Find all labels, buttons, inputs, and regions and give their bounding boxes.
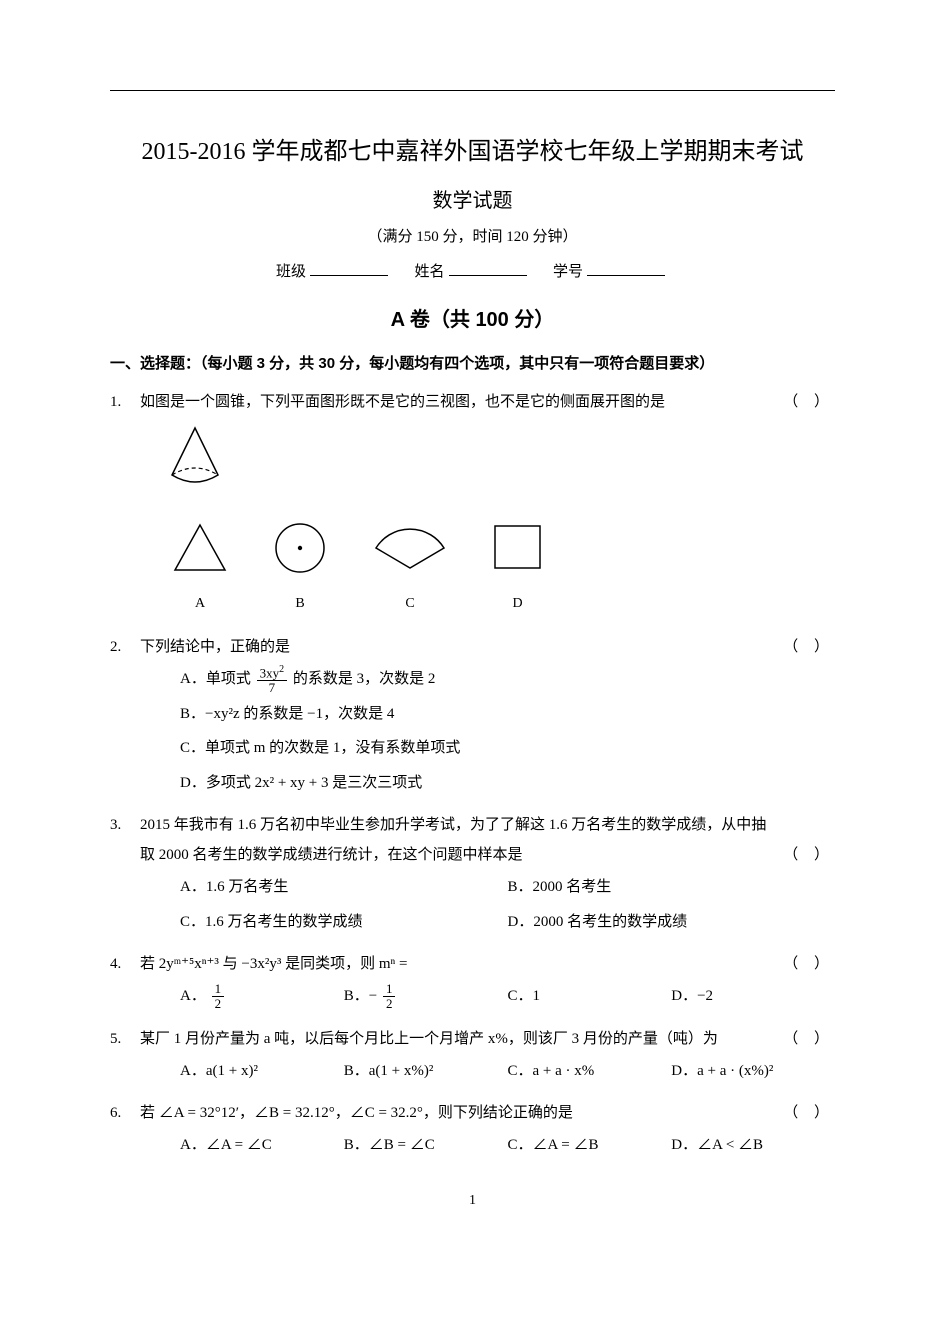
q2-a-fraction: 3xy2 7 xyxy=(257,664,288,696)
q2-option-a: A．单项式 3xy2 7 的系数是 3，次数是 2 xyxy=(180,662,835,697)
exam-page: 2015-2016 学年成都七中嘉祥外国语学校七年级上学期期末考试 数学试题 （… xyxy=(0,0,945,1249)
exam-subtitle: 数学试题 xyxy=(110,184,835,213)
q3-number: 3. xyxy=(110,810,140,939)
class-label: 班级 xyxy=(276,264,306,280)
student-info-line: 班级 姓名 学号 xyxy=(110,260,835,281)
q1-option-b: B xyxy=(270,520,330,618)
q4-option-a: A． 1 2 xyxy=(180,979,344,1014)
q4-paren: （ ） xyxy=(771,949,835,979)
question-5: 5. 某厂 1 月份产量为 a 吨，以后每个月比上一个月增产 x%，则该厂 3 … xyxy=(110,1024,835,1089)
q4-b-den: 2 xyxy=(383,997,396,1011)
q2-stem: 下列结论中，正确的是 xyxy=(140,632,290,662)
q1-option-a: A xyxy=(170,520,230,618)
q1-option-d: D xyxy=(490,520,545,618)
class-blank[interactable] xyxy=(310,260,388,276)
name-blank[interactable] xyxy=(449,260,527,276)
q2-option-d: D．多项式 2x² + xy + 3 是三次三项式 xyxy=(180,766,835,801)
top-rule xyxy=(110,90,835,91)
square-icon xyxy=(490,520,545,575)
question-4: 4. 若 2yᵐ⁺⁵xⁿ⁺³ 与 −3x²y³ 是同类项，则 mⁿ = （ ） … xyxy=(110,949,835,1014)
q6-paren: （ ） xyxy=(771,1098,835,1128)
q4-option-c: C．1 xyxy=(508,979,672,1014)
q6-stem: 若 ∠A = 32°12′，∠B = 32.12°，∠C = 32.2°，则下列… xyxy=(140,1098,573,1128)
q6-option-d: D．∠A < ∠B xyxy=(671,1128,835,1163)
exam-title: 2015-2016 学年成都七中嘉祥外国语学校七年级上学期期末考试 xyxy=(110,131,835,166)
q4-option-d: D．−2 xyxy=(671,979,835,1014)
circle-dot-icon xyxy=(270,520,330,575)
q1-number: 1. xyxy=(110,387,140,622)
q1-paren: （ ） xyxy=(771,387,835,417)
q1-label-c: C xyxy=(370,590,450,618)
triangle-icon xyxy=(170,520,230,575)
q2-number: 2. xyxy=(110,632,140,800)
q4-a-den: 2 xyxy=(212,997,225,1011)
q4-b-num: 1 xyxy=(383,982,396,997)
question-2: 2. 下列结论中，正确的是 （ ） A．单项式 3xy2 7 的系数是 3，次数… xyxy=(110,632,835,800)
section-1-heading: 一、选择题：（每小题 3 分，共 30 分，每小题均有四个选项，其中只有一项符合… xyxy=(110,352,835,373)
q3-option-d: D．2000 名考生的数学成绩 xyxy=(508,905,836,940)
q2-option-c: C．单项式 m 的次数是 1，没有系数单项式 xyxy=(180,731,835,766)
q1-option-c: C xyxy=(370,520,450,618)
q1-stem-figure xyxy=(140,417,835,510)
q5-option-b: B．a(1 + x%)² xyxy=(344,1054,508,1089)
id-blank[interactable] xyxy=(587,260,665,276)
q4-stem: 若 2yᵐ⁺⁵xⁿ⁺³ 与 −3x²y³ 是同类项，则 mⁿ = xyxy=(140,949,407,979)
q3-option-b: B．2000 名考生 xyxy=(508,870,836,905)
q4-a-pre: A． xyxy=(180,988,206,1004)
q4-b-pre: B．− xyxy=(344,988,377,1004)
page-number: 1 xyxy=(110,1193,835,1209)
q1-options-figures: A B C xyxy=(140,510,835,622)
q3-stem-line2: 取 2000 名考生的数学成绩进行统计，在这个问题中样本是 xyxy=(140,840,523,870)
q6-number: 6. xyxy=(110,1098,140,1163)
q3-option-c: C．1.6 万名考生的数学成绩 xyxy=(180,905,508,940)
q5-option-d: D．a + a · (x%)² xyxy=(671,1054,835,1089)
id-label: 学号 xyxy=(553,264,583,280)
q1-label-a: A xyxy=(170,590,230,618)
q6-option-c: C．∠A = ∠B xyxy=(508,1128,672,1163)
cone-icon xyxy=(160,423,230,493)
q1-stem: 如图是一个圆锥，下列平面图形既不是它的三视图，也不是它的侧面展开图的是 xyxy=(140,387,665,417)
name-label: 姓名 xyxy=(414,264,444,280)
q4-option-b: B．− 1 2 xyxy=(344,979,508,1014)
q5-option-a: A．a(1 + x)² xyxy=(180,1054,344,1089)
q6-option-a: A．∠A = ∠C xyxy=(180,1128,344,1163)
q2-a-den: 7 xyxy=(257,681,288,695)
section-a-heading: A 卷（共 100 分） xyxy=(110,303,835,332)
question-6: 6. 若 ∠A = 32°12′，∠B = 32.12°，∠C = 32.2°，… xyxy=(110,1098,835,1163)
q1-label-b: B xyxy=(270,590,330,618)
q2-a-num: 3xy xyxy=(260,665,280,680)
q3-paren: （ ） xyxy=(771,840,835,870)
question-3: 3. 2015 年我市有 1.6 万名初中毕业生参加升学考试，为了了解这 1.6… xyxy=(110,810,835,939)
q3-stem-line1: 2015 年我市有 1.6 万名初中毕业生参加升学考试，为了了解这 1.6 万名… xyxy=(140,810,835,840)
q2-option-b: B．−xy²z 的系数是 −1，次数是 4 xyxy=(180,697,835,732)
exam-meta: （满分 150 分，时间 120 分钟） xyxy=(110,225,835,246)
q2-paren: （ ） xyxy=(771,632,835,662)
q6-option-b: B．∠B = ∠C xyxy=(344,1128,508,1163)
q5-paren: （ ） xyxy=(771,1024,835,1054)
q2-a-pre: A．单项式 xyxy=(180,671,251,687)
q4-a-fraction: 1 2 xyxy=(212,982,225,1012)
q5-number: 5. xyxy=(110,1024,140,1089)
question-1: 1. 如图是一个圆锥，下列平面图形既不是它的三视图，也不是它的侧面展开图的是 （… xyxy=(110,387,835,622)
q1-label-d: D xyxy=(490,590,545,618)
q4-number: 4. xyxy=(110,949,140,1014)
sector-icon xyxy=(370,520,450,575)
q5-stem: 某厂 1 月份产量为 a 吨，以后每个月比上一个月增产 x%，则该厂 3 月份的… xyxy=(140,1024,718,1054)
q5-option-c: C．a + a · x% xyxy=(508,1054,672,1089)
q4-b-fraction: 1 2 xyxy=(383,982,396,1012)
q3-option-a: A．1.6 万名考生 xyxy=(180,870,508,905)
q2-a-post: 的系数是 3，次数是 2 xyxy=(293,671,436,687)
q4-a-num: 1 xyxy=(212,982,225,997)
